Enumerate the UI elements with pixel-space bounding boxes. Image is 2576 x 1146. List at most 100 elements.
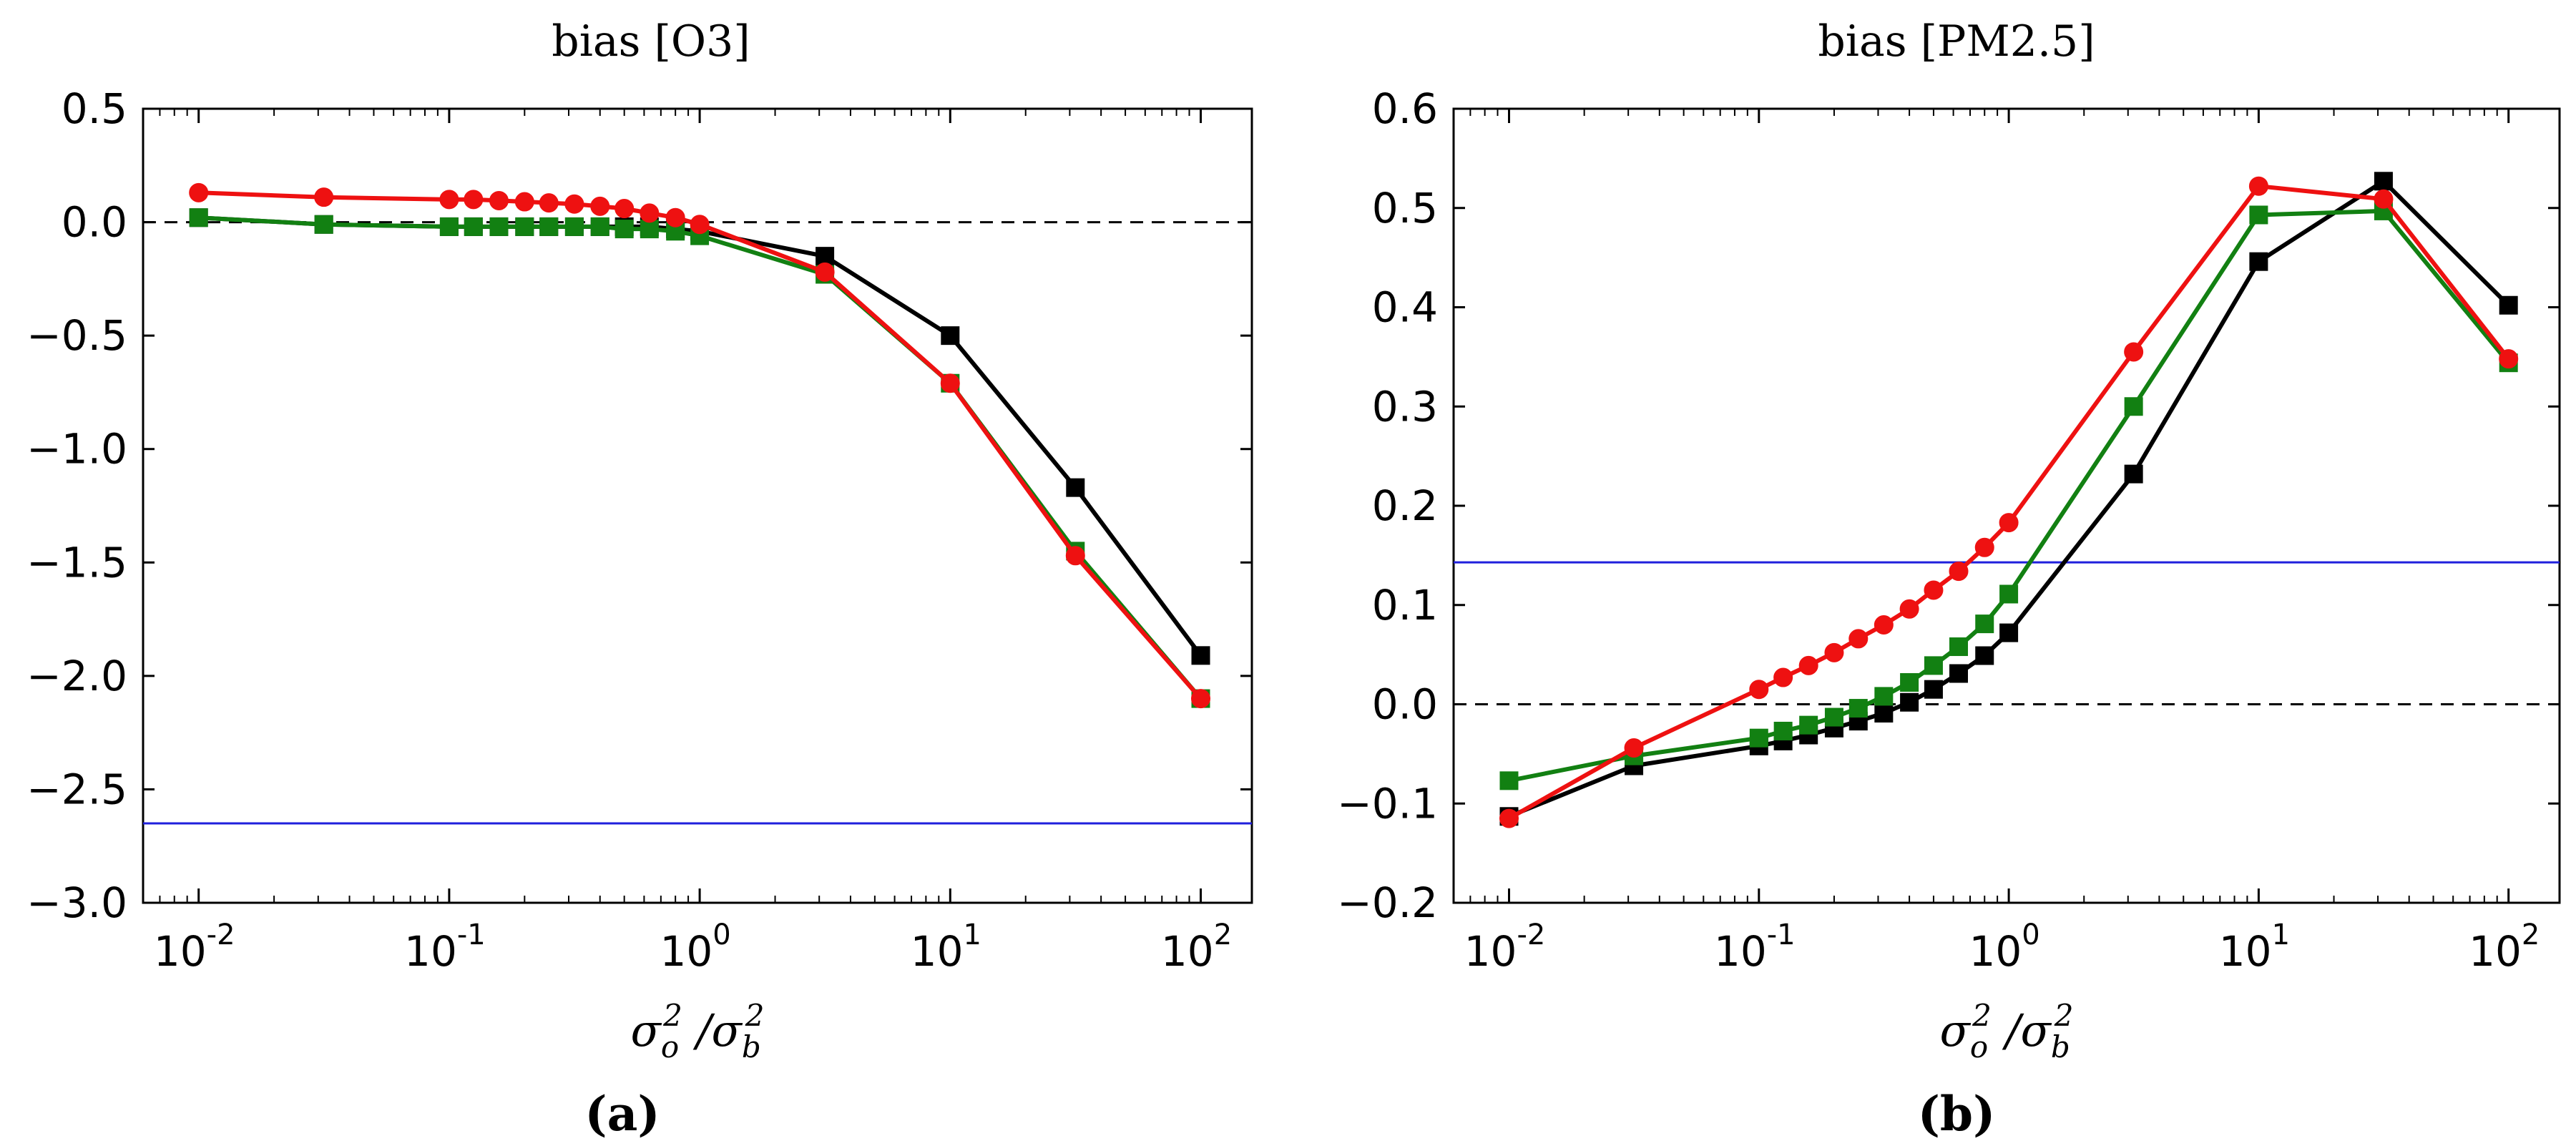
panel-a-xtick-label: 10-2 [154, 919, 235, 976]
panel-a: bias [O3] 0.5 0.0 −0.5 −1.0 −1.5 −2.0 −2.5 −3.0… [26, 16, 1253, 1142]
panel-b-series-black-point [1999, 623, 2019, 642]
panel-a-ytick-label: −2.0 [26, 652, 127, 700]
panel-b-series-green-line [1508, 208, 2511, 783]
panel-b-series-red-point [1899, 599, 1919, 619]
panel-a-series-red-point [189, 182, 209, 202]
panel-a-series-black-line [198, 215, 1203, 657]
panel-b-caption: (b) [1918, 1086, 1996, 1142]
panel-b-series-green-point [1824, 707, 1843, 727]
panel-a-series-red-point [640, 203, 660, 223]
panel-b-series-green-point [1975, 614, 1994, 634]
panel-b-series-black-point [2124, 464, 2143, 484]
panel-a-title: bias [O3] [552, 16, 750, 67]
panel-a-series-red-point [690, 215, 710, 235]
panel-a-series-red-point [665, 207, 685, 227]
panel-b-series-green-point [2124, 397, 2143, 416]
panel-b-ytick-label: −0.2 [1337, 878, 1438, 927]
panel-b-ytick-label: 0.5 [1372, 184, 1438, 232]
panel-a-series-black-point [1191, 646, 1210, 665]
panel-b-series-green-point [1900, 672, 1919, 692]
panel-a-ytick-label: 0.0 [62, 198, 127, 247]
panel-a-caption: (a) [584, 1086, 660, 1142]
panel-a-xtick-label: 101 [911, 919, 981, 976]
panel-a-series-red-line [198, 190, 1203, 700]
panel-b-series-green-point [1949, 637, 1969, 657]
panel-b-series-green-point [2249, 205, 2268, 225]
panel-b-series-green-point [1773, 721, 1793, 740]
panel-b-series-black-line [1508, 179, 2510, 819]
panel-a-ytick-label: −0.5 [26, 311, 127, 360]
panel-a-frame [142, 107, 1253, 904]
panel-a-series-green-point [564, 217, 584, 236]
panel-b-series-red-point [1848, 629, 1869, 649]
panel-a-ytick-label: −1.0 [26, 425, 127, 474]
panel-a-series-black-point [816, 247, 835, 266]
panel-a-series-red-point [564, 194, 584, 214]
panel-a-series-red-point [815, 262, 835, 282]
panel-b-series-green-point [1874, 687, 1894, 706]
panel-b-series-black-point [1949, 664, 1969, 683]
panel-b-series-green-point [1799, 715, 1818, 735]
panel-b-series-black-point [1900, 692, 1919, 712]
panel-a-series-red-point [1065, 546, 1085, 566]
panel-b-xtick-label: 10-2 [1464, 919, 1546, 976]
panel-b-series-red-point [1949, 562, 1969, 582]
panel-b-series-red-point [1773, 667, 1793, 687]
panel-b-series-red-point [1824, 642, 1844, 662]
panel-b-plot: 0.6 0.5 0.4 0.3 0.2 0.1 0.0 −0.1 −0.2 10-2 10-1 100… [1337, 84, 2560, 976]
panel-b-series-red-point [2248, 176, 2268, 196]
panel-b-series-red-point [1749, 680, 1769, 700]
panel-b-series-red-point [1499, 808, 1519, 828]
panel-b-ytick-label: 0.6 [1372, 84, 1438, 133]
panel-a-series-red-point [314, 187, 334, 207]
panel-b-series-black-point [1924, 680, 1943, 699]
panel-a-xlabel: σo2 /σb2 [631, 998, 765, 1064]
panel-a-series-green-point [189, 208, 208, 227]
panel-a-series-black-point [1066, 478, 1085, 497]
panel-b-ytick-label: 0.3 [1372, 382, 1438, 431]
panel-a-series-green-point [640, 220, 659, 239]
panel-b-ytick-label: 0.4 [1372, 283, 1438, 332]
panel-a-series-red-point [1191, 689, 1211, 709]
panel-b-xtick-label: 102 [2469, 919, 2540, 976]
panel-b-series-red-point [1874, 615, 1894, 635]
panel-a-series-red-point [464, 190, 484, 210]
panel-a-series-green-point [590, 217, 609, 236]
panel-b-series-green-point [1499, 771, 1519, 790]
panel-a-xtick-label: 102 [1161, 919, 1232, 976]
panel-b-series-red-point [1624, 738, 1644, 758]
panel-a-series-red-point [614, 199, 635, 219]
panel-a-series-green-point [464, 217, 483, 236]
panel-b-series-red-point [1999, 513, 2019, 533]
panel-a-series-red-point [940, 373, 960, 393]
panel-a-xtick-label: 100 [660, 919, 730, 976]
panel-a-xtick-label: 10-1 [404, 919, 486, 976]
panel-b-series-black-point [2374, 172, 2393, 191]
panel-b-series-black-point [1975, 646, 1994, 665]
panel-a-series-red-point [539, 193, 559, 213]
panel-b-series-red-point [1798, 655, 1818, 675]
panel-b-series-black-point [2499, 295, 2518, 315]
panel-b-ytick-label: −0.1 [1337, 779, 1438, 828]
panel-a-series-green-point [614, 220, 634, 239]
panel-a-plot: 0.5 0.0 −0.5 −1.0 −1.5 −2.0 −2.5 −3.0 10-2 10-1 10… [26, 84, 1252, 976]
panel-a-series-red-point [489, 190, 509, 210]
panel-a-ytick-label: 0.5 [62, 84, 127, 133]
panel-b-xtick-label: 10-1 [1714, 919, 1796, 976]
panel-b-ytick-label: 0.2 [1372, 481, 1438, 530]
panel-b-xlabel: σo2 /σb2 [1940, 998, 2074, 1064]
panel-a-series-green-point [439, 217, 459, 236]
panel-a-series-red-point [439, 190, 459, 210]
panel-b-series-red-line [1508, 184, 2511, 821]
panel-b-title: bias [PM2.5] [1818, 16, 2095, 67]
panel-b-series-green-point [1848, 699, 1868, 718]
panel-b-xtick-label: 100 [1969, 919, 2039, 976]
panel-a-ytick-label: −1.5 [26, 538, 127, 587]
panel-b-series-black-point [2249, 252, 2268, 271]
panel-b-xtick-label: 101 [2219, 919, 2290, 976]
panel-a-series-black-point [941, 326, 960, 346]
panel-a-series-red-point [514, 192, 534, 212]
panel-a-ytick-label: −2.5 [26, 765, 127, 813]
panel-a-series-green-point [314, 215, 333, 234]
panel-a-series-green-point [539, 217, 559, 236]
